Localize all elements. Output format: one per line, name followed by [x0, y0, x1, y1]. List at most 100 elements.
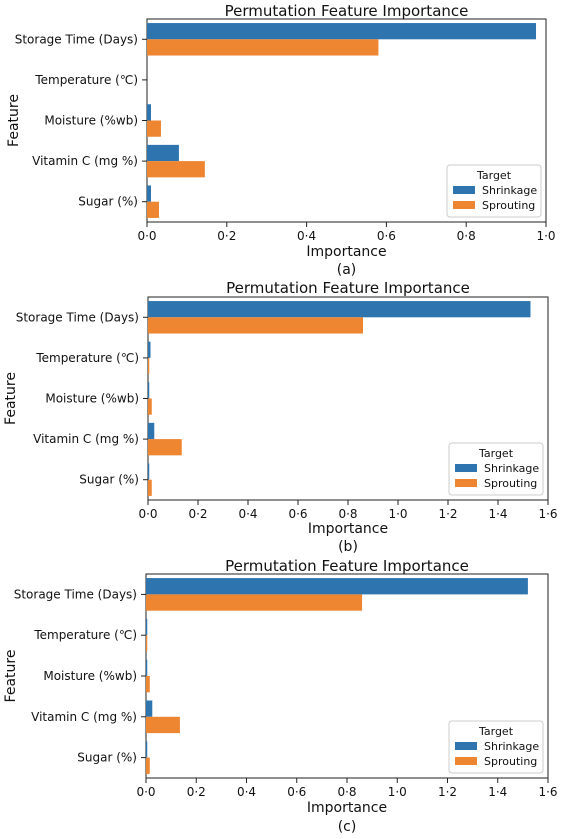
chart-title: Permutation Feature Importance [226, 279, 470, 297]
x-tick-label: 1·4 [488, 507, 507, 521]
bar-shrinkage-5 [146, 741, 148, 758]
x-tick-label: 0·2 [188, 507, 207, 521]
category-label: Vitamin C (mg %) [31, 710, 137, 724]
bar-sprouting-4 [147, 161, 205, 178]
chart-panel-b: Storage Time (Days) Temperature (℃) Moistu… [3, 279, 558, 555]
category-label: Temperature (℃) [34, 73, 138, 87]
x-tick-label: 0·8 [337, 785, 356, 799]
bar-sprouting-3 [146, 676, 150, 693]
x-tick-label: 0·2 [217, 229, 236, 243]
x-tick-label: 0·6 [377, 229, 396, 243]
panel-caption: (b) [338, 539, 358, 555]
category-label: Sugar (%) [78, 195, 138, 209]
legend-swatch-shrinkage [455, 464, 477, 472]
legend: Target Shrinkage Sprouting [448, 442, 544, 496]
bar-sprouting-2 [146, 635, 148, 652]
bar-shrinkage-5 [148, 463, 150, 480]
panel-caption: (c) [338, 819, 357, 835]
legend-title: Target [476, 169, 512, 182]
x-tick-label: 0·0 [138, 507, 157, 521]
bar-shrinkage-2 [148, 341, 151, 358]
x-tick-label: 1·6 [538, 785, 557, 799]
bar-sprouting-5 [148, 479, 152, 496]
bar-shrinkage-5 [147, 185, 151, 202]
bar-sprouting-5 [146, 757, 150, 774]
legend-swatch-shrinkage [455, 742, 477, 750]
x-tick-label: 0·2 [187, 785, 206, 799]
x-axis-label: Importance [306, 244, 386, 260]
x-tick-label: 1·2 [438, 507, 457, 521]
x-tick-label: 1·0 [388, 507, 407, 521]
category-label: Temperature (℃) [33, 628, 137, 642]
bar-sprouting-1 [147, 39, 379, 56]
legend-label-shrinkage: Shrinkage [482, 184, 537, 197]
legend-swatch-sprouting [455, 479, 477, 487]
bar-sprouting-4 [146, 716, 180, 734]
chart-title: Permutation Feature Importance [225, 557, 469, 575]
legend-swatch-sprouting [453, 201, 475, 209]
bar-shrinkage-1 [148, 301, 531, 318]
bar-sprouting-3 [147, 120, 161, 137]
x-tick-label: 1·6 [538, 507, 557, 521]
legend-label-shrinkage: Shrinkage [484, 462, 539, 475]
bar-sprouting-1 [148, 317, 363, 334]
category-label: Moisture (%wb) [45, 392, 139, 406]
category-label: Vitamin C (mg %) [32, 154, 138, 168]
x-tick-label: 0·4 [297, 229, 316, 243]
bar-sprouting-3 [148, 398, 152, 415]
category-label: Temperature (℃) [35, 351, 139, 365]
x-tick-label: 1·0 [536, 229, 555, 243]
legend-label-sprouting: Sprouting [482, 199, 535, 212]
bar-shrinkage-1 [146, 578, 528, 595]
bar-shrinkage-3 [148, 382, 150, 399]
x-tick-label: 1·2 [438, 785, 457, 799]
bar-shrinkage-4 [146, 700, 153, 717]
x-tick-label: 0·4 [237, 785, 256, 799]
legend-title: Target [478, 447, 514, 460]
bar-shrinkage-2 [146, 618, 148, 636]
legend-swatch-sprouting [455, 757, 477, 765]
bar-shrinkage-4 [147, 144, 179, 162]
bar-sprouting-5 [147, 201, 159, 218]
y-axis-label: Feature [3, 372, 19, 425]
legend-label-shrinkage: Shrinkage [484, 740, 539, 753]
bar-shrinkage-3 [147, 104, 151, 121]
legend-label-sprouting: Sprouting [484, 755, 537, 768]
x-tick-label: 0·8 [338, 507, 357, 521]
bar-sprouting-4 [148, 439, 182, 456]
x-axis-label: Importance [308, 521, 388, 537]
legend: Target Shrinkage Sprouting [446, 164, 542, 218]
y-axis-label: Feature [3, 650, 19, 703]
legend-title: Target [478, 725, 514, 738]
bar-sprouting-1 [146, 594, 363, 611]
category-label: Storage Time (Days) [16, 310, 139, 324]
x-tick-label: 0·6 [287, 785, 306, 799]
category-label: Storage Time (Days) [14, 587, 137, 601]
x-tick-label: 0·4 [238, 507, 257, 521]
category-label: Sugar (%) [77, 751, 137, 765]
category-label: Vitamin C (mg %) [33, 432, 139, 446]
legend: Target Shrinkage Sprouting [448, 720, 544, 774]
category-label: Moisture (%wb) [43, 669, 137, 683]
bar-shrinkage-3 [146, 659, 148, 676]
chart-title: Permutation Feature Importance [225, 2, 469, 20]
x-axis-label: Importance [307, 800, 387, 816]
chart-panel-c: Storage Time (Days) Temperature (℃) Moistu… [3, 557, 558, 835]
legend-label-sprouting: Sprouting [484, 477, 537, 490]
x-tick-label: 0·0 [136, 785, 155, 799]
category-label: Moisture (%wb) [44, 114, 138, 128]
panel-caption: (a) [337, 262, 357, 278]
y-axis-label: Feature [6, 94, 22, 147]
x-tick-label: 1·0 [388, 785, 407, 799]
legend-swatch-shrinkage [453, 186, 475, 194]
category-label: Storage Time (Days) [15, 32, 138, 46]
chart-panel-a: Storage Time (Days) Temperature (℃) Moistu… [6, 2, 556, 278]
x-tick-label: 0·0 [137, 229, 156, 243]
bar-sprouting-2 [148, 357, 150, 375]
x-tick-label: 0·8 [457, 229, 476, 243]
bar-shrinkage-4 [148, 422, 155, 440]
x-tick-label: 1·4 [488, 785, 507, 799]
x-tick-label: 0·6 [288, 507, 307, 521]
bar-shrinkage-1 [147, 23, 537, 40]
